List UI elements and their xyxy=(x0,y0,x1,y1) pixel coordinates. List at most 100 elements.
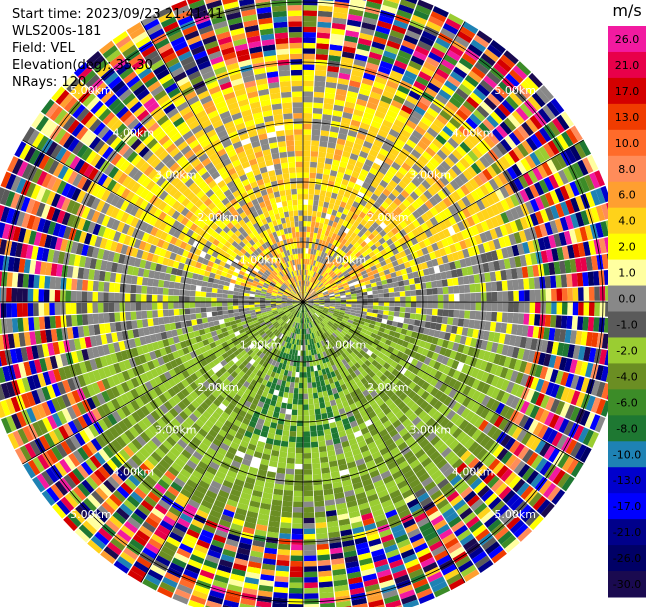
velocity-gate xyxy=(323,201,330,209)
velocity-gate xyxy=(393,94,406,105)
velocity-gate xyxy=(513,290,519,302)
velocity-gate xyxy=(505,196,515,209)
velocity-gate xyxy=(297,415,303,421)
velocity-gate xyxy=(287,319,292,325)
velocity-gate xyxy=(240,492,252,501)
velocity-gate xyxy=(446,470,459,482)
velocity-gate xyxy=(305,269,308,276)
velocity-gate xyxy=(352,248,359,255)
velocity-gate xyxy=(315,375,320,382)
velocity-gate xyxy=(539,366,549,380)
velocity-gate xyxy=(332,159,341,167)
velocity-gate xyxy=(306,323,309,329)
velocity-gate xyxy=(240,598,256,607)
velocity-gate xyxy=(494,226,504,238)
velocity-gate xyxy=(220,484,232,494)
velocity-gate xyxy=(419,400,429,410)
velocity-gate xyxy=(342,400,350,408)
velocity-gate xyxy=(343,173,351,181)
velocity-gate xyxy=(144,573,161,586)
velocity-gate xyxy=(331,387,338,395)
velocity-gate xyxy=(458,560,474,573)
velocity-gate xyxy=(488,496,502,510)
velocity-gate xyxy=(502,291,509,302)
velocity-gate xyxy=(368,398,377,406)
velocity-gate xyxy=(327,449,336,457)
velocity-gate xyxy=(433,153,444,164)
velocity-gate xyxy=(579,226,588,242)
velocity-gate xyxy=(389,559,404,569)
velocity-gate xyxy=(555,385,565,400)
velocity-gate xyxy=(287,337,292,344)
velocity-gate xyxy=(316,424,324,431)
velocity-gate xyxy=(306,226,311,233)
velocity-gate xyxy=(316,330,321,337)
velocity-gate xyxy=(280,402,287,409)
velocity-gate xyxy=(284,414,292,421)
velocity-gate xyxy=(304,555,317,562)
velocity-gate xyxy=(340,383,348,391)
velocity-gate xyxy=(299,312,302,319)
velocity-gate xyxy=(375,217,383,226)
velocity-gate xyxy=(178,543,194,554)
velocity-gate xyxy=(371,86,384,95)
velocity-gate xyxy=(572,345,581,360)
velocity-gate xyxy=(490,479,504,493)
velocity-gate xyxy=(357,93,369,102)
velocity-gate xyxy=(252,489,263,498)
velocity-gate xyxy=(574,444,587,461)
velocity-gate xyxy=(280,522,292,529)
velocity-gate xyxy=(303,26,317,33)
velocity-gate xyxy=(236,547,251,556)
velocity-gate xyxy=(456,482,470,495)
velocity-gate xyxy=(388,34,403,45)
velocity-gate xyxy=(307,210,313,217)
velocity-gate xyxy=(473,481,487,494)
velocity-gate xyxy=(304,285,307,292)
velocity-gate xyxy=(474,126,487,139)
velocity-gate xyxy=(570,197,580,213)
velocity-gate xyxy=(446,253,455,263)
velocity-gate xyxy=(314,266,319,273)
velocity-gate xyxy=(332,239,338,246)
velocity-gate xyxy=(333,442,343,450)
velocity-gate xyxy=(523,278,530,290)
velocity-gate xyxy=(305,306,308,312)
velocity-gate xyxy=(360,397,368,405)
velocity-gate xyxy=(512,128,526,143)
velocity-gate xyxy=(441,279,448,287)
velocity-gate xyxy=(455,555,471,568)
velocity-gate xyxy=(253,451,263,459)
velocity-gate xyxy=(343,191,351,199)
velocity-gate xyxy=(519,189,530,203)
velocity-gate xyxy=(347,319,354,324)
velocity-gate xyxy=(589,172,600,189)
velocity-gate xyxy=(440,27,456,40)
velocity-gate xyxy=(308,398,314,405)
velocity-gate xyxy=(296,361,300,367)
velocity-gate xyxy=(401,405,410,414)
velocity-gate xyxy=(409,337,416,345)
velocity-gate xyxy=(296,328,299,335)
velocity-gate xyxy=(525,434,537,449)
velocity-gate xyxy=(394,574,410,585)
velocity-gate xyxy=(569,145,582,162)
velocity-gate xyxy=(346,433,356,441)
velocity-gate xyxy=(516,267,524,279)
velocity-gate xyxy=(317,308,323,312)
velocity-gate xyxy=(439,462,452,474)
velocity-gate xyxy=(451,458,464,470)
velocity-gate xyxy=(363,276,370,282)
velocity-gate xyxy=(371,312,378,318)
velocity-gate xyxy=(569,406,581,422)
velocity-gate xyxy=(315,249,320,256)
velocity-gate xyxy=(367,308,373,313)
velocity-gate xyxy=(404,0,418,5)
velocity-gate xyxy=(414,338,422,347)
velocity-gate xyxy=(383,594,400,605)
velocity-gate xyxy=(570,441,583,458)
velocity-gate xyxy=(329,307,335,311)
velocity-gate xyxy=(348,252,355,259)
velocity-gate xyxy=(407,181,418,191)
velocity-gate xyxy=(308,188,315,195)
